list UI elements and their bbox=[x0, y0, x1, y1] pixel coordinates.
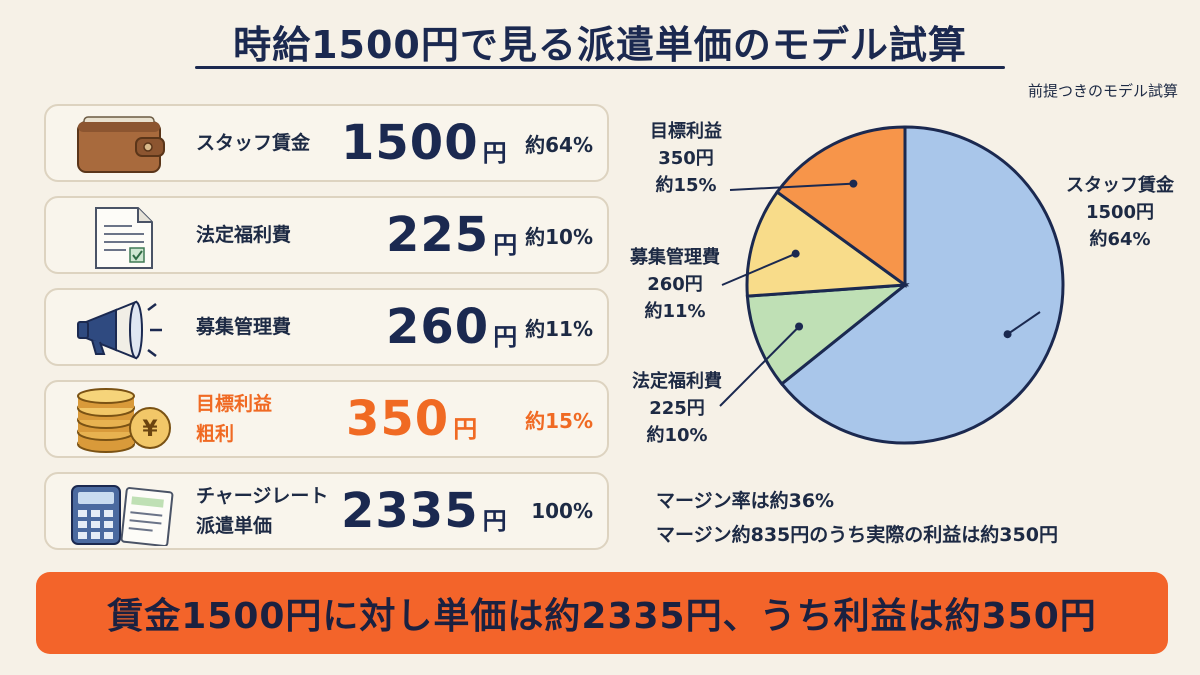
cost-row-target-profit: ¥ 目標利益 粗利 350 円 約15% bbox=[44, 380, 609, 458]
pie-leader-line bbox=[721, 252, 797, 286]
megaphone-icon bbox=[77, 300, 162, 360]
pie-leader-line bbox=[729, 182, 854, 191]
row-label: チャージレート 派遣単価 bbox=[196, 485, 329, 537]
row-percent: 100% bbox=[531, 499, 593, 523]
title-underline bbox=[195, 66, 1005, 69]
pie-leader-dot bbox=[795, 322, 804, 331]
row-percent: 約64% bbox=[525, 132, 593, 157]
document-icon bbox=[95, 207, 153, 269]
cost-row-staff-wage: スタッフ賃金 1500 円 約64% bbox=[44, 104, 609, 182]
pie-slice-target-profit bbox=[775, 125, 907, 288]
row-label: 法定福利費 bbox=[196, 224, 292, 246]
pie-leader-dot bbox=[849, 179, 858, 188]
pie-label-welfare: 法定福利費 225円 約10% bbox=[632, 371, 722, 446]
calculator-icon bbox=[71, 485, 174, 546]
svg-text:¥: ¥ bbox=[142, 417, 158, 442]
pie-leader-dot bbox=[1003, 330, 1012, 339]
pie-label-recruitment: 募集管理費 260円 約11% bbox=[630, 247, 720, 322]
pie-label-target-profit: 目標利益 350円 約15% bbox=[650, 121, 722, 196]
cost-row-welfare: 法定福利費 225 円 約10% bbox=[44, 196, 609, 274]
pie-leader-dot bbox=[791, 249, 800, 258]
pie-slice-welfare bbox=[745, 283, 910, 386]
row-amount: 225 円 bbox=[386, 207, 518, 263]
pie-leader-line bbox=[719, 325, 800, 407]
row-amount: 2335 円 bbox=[341, 483, 507, 539]
row-amount: 350 円 bbox=[346, 391, 478, 447]
row-amount: 260 円 bbox=[386, 299, 518, 355]
summary-banner: 賃金1500円に対し単価は約2335円、うち利益は約350円 bbox=[36, 572, 1168, 654]
margin-profit-text: マージン約835円のうち実際の利益は約350円 bbox=[656, 524, 1058, 546]
pie-label-staff-wage: スタッフ賃金 1500円 約64% bbox=[1066, 175, 1174, 250]
row-label: 目標利益 粗利 bbox=[196, 393, 273, 445]
pie-leader-line bbox=[1007, 311, 1041, 336]
row-percent: 約15% bbox=[525, 408, 593, 433]
wallet-icon bbox=[77, 116, 165, 173]
cost-row-charge-rate: チャージレート 派遣単価 2335 円 100% bbox=[44, 472, 609, 550]
row-percent: 約10% bbox=[525, 224, 593, 249]
cost-row-recruitment: 募集管理費 260 円 約11% bbox=[44, 288, 609, 366]
page-title: 時給1500円で見る派遣単価のモデル試算 bbox=[233, 23, 967, 67]
coins-icon: ¥ bbox=[77, 388, 171, 453]
row-amount: 1500 円 bbox=[341, 115, 507, 171]
model-note: 前提つきのモデル試算 bbox=[1027, 82, 1178, 100]
pie-slice-staff-wage bbox=[779, 125, 1065, 445]
row-label: 募集管理費 bbox=[196, 316, 292, 338]
margin-rate-text: マージン率は約36% bbox=[656, 490, 835, 512]
pie-slice-recruitment bbox=[745, 189, 910, 298]
row-label: スタッフ賃金 bbox=[196, 132, 311, 154]
row-percent: 約11% bbox=[525, 316, 593, 341]
